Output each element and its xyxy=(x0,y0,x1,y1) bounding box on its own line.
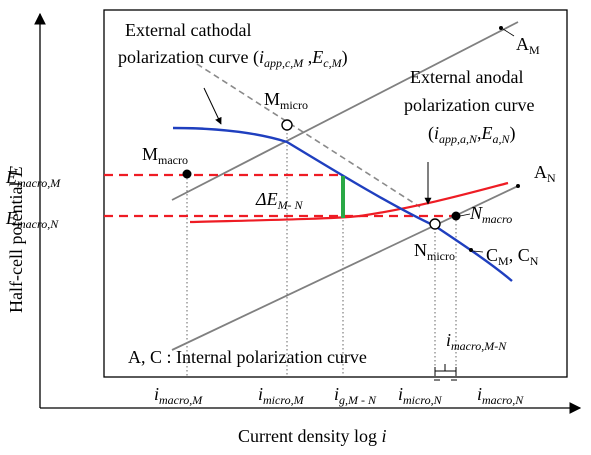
M-macro-point xyxy=(182,169,192,179)
M-micro-point xyxy=(281,119,293,131)
N-macro-label: Nmacro xyxy=(469,203,512,226)
A-M-label: AM xyxy=(516,34,540,57)
dashed-extension xyxy=(196,63,421,208)
N-macro-leader xyxy=(459,213,471,217)
anodal-curve-title: External anodal xyxy=(410,67,523,87)
E-macro-M-label: Emacro,M xyxy=(5,167,61,190)
i-macro-M-label: imacro,M xyxy=(154,384,203,407)
i-macro-MN-label: imacro,M-N xyxy=(446,330,507,353)
N-macro-point xyxy=(451,211,461,221)
anodic-curve xyxy=(189,181,509,224)
i-macro-MN-bracket xyxy=(434,364,457,381)
delta-E-label: ΔEM- N xyxy=(255,189,304,212)
N-micro-label: Nmicro xyxy=(414,240,455,263)
C-dot xyxy=(469,248,473,252)
anodal-curve-subtitle: polarization curve xyxy=(404,95,534,115)
i-g-MN-label: ig,M - N xyxy=(334,384,377,407)
M-micro-label: Mmicro xyxy=(264,89,308,112)
E-macro-N-label: Emacro,N xyxy=(5,208,59,231)
plot-frame xyxy=(103,9,568,378)
cathodal-label-arrow xyxy=(203,87,222,125)
internal-line-A-N xyxy=(171,185,519,351)
cathodal-curve-formula: polarization curve (iapp,c,M ,Ec,M) xyxy=(118,47,348,70)
A-N-label: AN xyxy=(534,162,556,185)
x-axis-label: Current density log i xyxy=(238,426,387,446)
M-macro-label: Mmacro xyxy=(142,144,188,167)
internal-curve-note: A, C : Internal polarization curve xyxy=(128,347,367,367)
A-N-dot xyxy=(516,184,520,188)
internal-line-A-M xyxy=(171,21,519,201)
i-macro-N-label: imacro,N xyxy=(477,384,524,407)
N-micro-point xyxy=(429,218,441,230)
y-axis-label: Half-cell potential E xyxy=(6,166,26,313)
A-M-leader xyxy=(502,28,515,37)
C-label: CM, CN xyxy=(486,245,539,268)
cathodal-curve-title: External cathodal xyxy=(125,20,251,40)
i-micro-N-label: imicro,N xyxy=(398,384,443,407)
i-micro-M-label: imicro,M xyxy=(258,384,305,407)
anodal-curve-formula: (iapp,a,N,Ea,N) xyxy=(428,123,516,146)
C-leader xyxy=(472,250,484,253)
A-M-dot xyxy=(499,26,503,30)
